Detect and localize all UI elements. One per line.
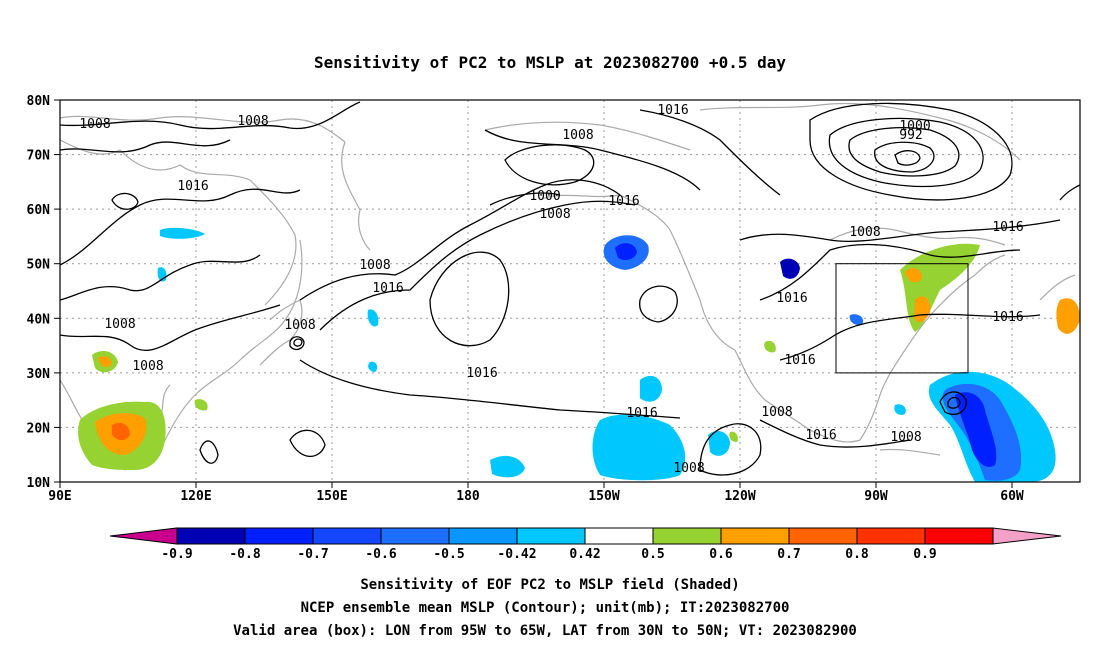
- colorbar-label: 0.6: [709, 547, 733, 562]
- contour-label: 1016: [466, 366, 497, 381]
- contour-label: 1016: [805, 428, 836, 443]
- contour-label: 1008: [237, 114, 268, 129]
- colorbar-label: -0.8: [229, 547, 260, 562]
- lat-tick-label: 40N: [27, 312, 51, 327]
- lat-tick-label: 30N: [27, 367, 51, 382]
- colorbar: [109, 527, 1062, 545]
- colorbar-label: -0.42: [497, 547, 536, 562]
- colorbar-bin: [720, 527, 790, 545]
- colorbar-label: -0.6: [365, 547, 396, 562]
- colorbar-label: -0.7: [297, 547, 328, 562]
- latitude-labels: 80N 70N 60N 50N 40N 30N 20N 10N: [27, 94, 51, 491]
- colorbar-bin: [244, 527, 314, 545]
- colorbar-bin: [516, 527, 586, 545]
- contour-label: 1016: [992, 310, 1023, 325]
- contour-label: 1016: [372, 281, 403, 296]
- colorbar-bin: [312, 527, 382, 545]
- contour-label: 1016: [608, 194, 639, 209]
- contour-label: 1008: [539, 207, 570, 222]
- lon-tick-label: 120W: [724, 489, 755, 504]
- colorbar-lower-triangle: [109, 527, 178, 545]
- longitude-labels: 90E 120E 150E 180 150W 120W 90W 60W: [48, 489, 1024, 504]
- colorbar-label: 0.42: [569, 547, 600, 562]
- contour-label: 1008: [284, 318, 315, 333]
- colorbar-label: 0.5: [641, 547, 664, 562]
- contour-label: 1000: [529, 189, 560, 204]
- gridlines: [60, 100, 1080, 482]
- colorbar-label: 0.8: [845, 547, 869, 562]
- contour-label: 1008: [562, 128, 593, 143]
- contour-label: 1016: [776, 291, 807, 306]
- contour-label: 1000: [899, 119, 930, 134]
- lon-tick-label: 60W: [1000, 489, 1024, 504]
- lon-tick-label: 150W: [588, 489, 619, 504]
- caption-line-3: Valid area (box): LON from 95W to 65W, L…: [233, 623, 857, 639]
- contour-label: 1008: [849, 225, 880, 240]
- colorbar-bin: [788, 527, 858, 545]
- coastlines: [59, 102, 1076, 471]
- colorbar-labels: -0.9 -0.8 -0.7 -0.6 -0.5 -0.42 0.42 0.5 …: [161, 547, 936, 562]
- colorbar-upper-triangle: [992, 527, 1062, 545]
- colorbar-bin: [176, 527, 246, 545]
- colorbar-bin: [652, 527, 722, 545]
- lat-tick-label: 20N: [27, 421, 51, 436]
- colorbar-bin: [924, 527, 994, 545]
- lat-tick-label: 50N: [27, 258, 51, 273]
- valid-area-box: [835, 263, 969, 374]
- colorbar-bin: [448, 527, 518, 545]
- contour-label: 1008: [890, 430, 921, 445]
- contour-labels: 1008 1008 1016 1008 1016 1008 1008 1008 …: [79, 103, 1023, 476]
- colorbar-bin: [856, 527, 926, 545]
- lon-tick-label: 90W: [864, 489, 888, 504]
- lon-tick-label: 120E: [180, 489, 211, 504]
- lon-tick-label: 180: [456, 489, 480, 504]
- colorbar-label: -0.5: [433, 547, 464, 562]
- contour-label: 1008: [79, 117, 110, 132]
- plot-frame: [59, 99, 1081, 483]
- lat-tick-label: 10N: [27, 476, 51, 491]
- lat-tick-label: 70N: [27, 149, 51, 164]
- contour-label: 1016: [992, 220, 1023, 235]
- map-title: Sensitivity of PC2 to MSLP at 2023082700…: [314, 53, 786, 72]
- lon-tick-label: 90E: [48, 489, 71, 504]
- contour-label: 1008: [104, 317, 135, 332]
- colorbar-bin: [380, 527, 450, 545]
- sensitivity-shading: [78, 227, 1080, 482]
- caption-line-1: Sensitivity of EOF PC2 to MSLP field (Sh…: [360, 577, 739, 593]
- contour-label: 1008: [132, 359, 163, 374]
- contour-label: 1008: [359, 258, 390, 273]
- contour-label: 1008: [673, 461, 704, 476]
- colorbar-bin: [584, 527, 654, 545]
- contour-label: 992: [899, 128, 922, 143]
- contour-label: 1008: [761, 405, 792, 420]
- colorbar-label: 0.7: [777, 547, 800, 562]
- contour-label: 1016: [784, 353, 815, 368]
- colorbar-label: 0.9: [913, 547, 936, 562]
- lon-tick-label: 150E: [316, 489, 347, 504]
- colorbar-label: -0.9: [161, 547, 192, 562]
- mslp-contours: [59, 101, 1081, 476]
- lat-tick-label: 80N: [27, 94, 51, 109]
- contour-label: 1016: [177, 179, 208, 194]
- tick-marks: [54, 99, 1013, 488]
- contour-label: 1016: [657, 103, 688, 118]
- contour-label: 1016: [626, 406, 657, 421]
- caption-line-2: NCEP ensemble mean MSLP (Contour); unit(…: [301, 600, 790, 616]
- lat-tick-label: 60N: [27, 203, 51, 218]
